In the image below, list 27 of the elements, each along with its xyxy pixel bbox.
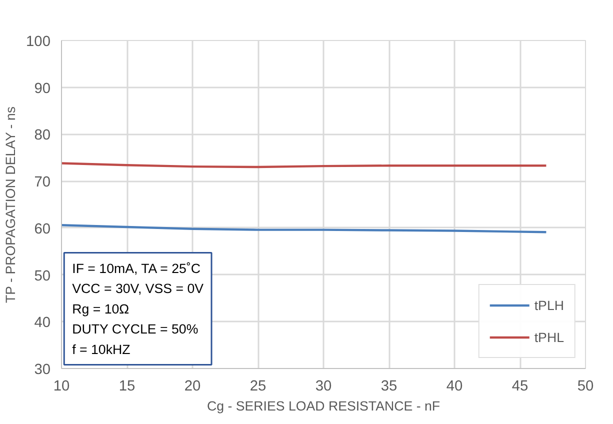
line-series — [62, 224, 548, 234]
legend-label: tPHL — [534, 330, 564, 344]
x-tick-label: 40 — [446, 378, 463, 394]
y-tick-label: 50 — [34, 268, 51, 284]
x-axis-title: Cg - SERIES LOAD RESISTANCE - nF — [206, 398, 440, 414]
annotation: IF = 10mA, TA = 25˚C — [72, 260, 201, 276]
x-tick-label: 30 — [315, 378, 332, 394]
annotation: f = 10kHZ — [72, 342, 130, 357]
x-tick-label: 10 — [53, 378, 70, 394]
y-tick-label: 30 — [34, 362, 51, 378]
x-tick-label: 50 — [577, 378, 594, 394]
legend-label: tPLH — [534, 298, 564, 312]
y-axis-title: TP - PROPAGATION DELAY - ns — [3, 106, 18, 303]
x-tick-label: 20 — [184, 378, 201, 394]
y-tick-label: 80 — [34, 128, 51, 144]
x-tick-label: 45 — [512, 378, 528, 394]
annotation: DUTY CYCLE = 50% — [72, 322, 198, 336]
y-tick-label: 40 — [34, 315, 51, 332]
y-tick-label: 70 — [34, 174, 51, 191]
y-tick-label: 100 — [26, 34, 51, 50]
x-tick-label: 15 — [118, 378, 136, 394]
y-tick-label: 90 — [34, 80, 51, 97]
annotation: Rg = 10Ω — [72, 301, 130, 316]
y-tick-label: 60 — [34, 221, 51, 238]
x-tick-label: 25 — [250, 378, 266, 394]
annotation: VCC = 30V, VSS = 0V — [72, 281, 204, 296]
x-tick-label: 35 — [380, 378, 398, 394]
